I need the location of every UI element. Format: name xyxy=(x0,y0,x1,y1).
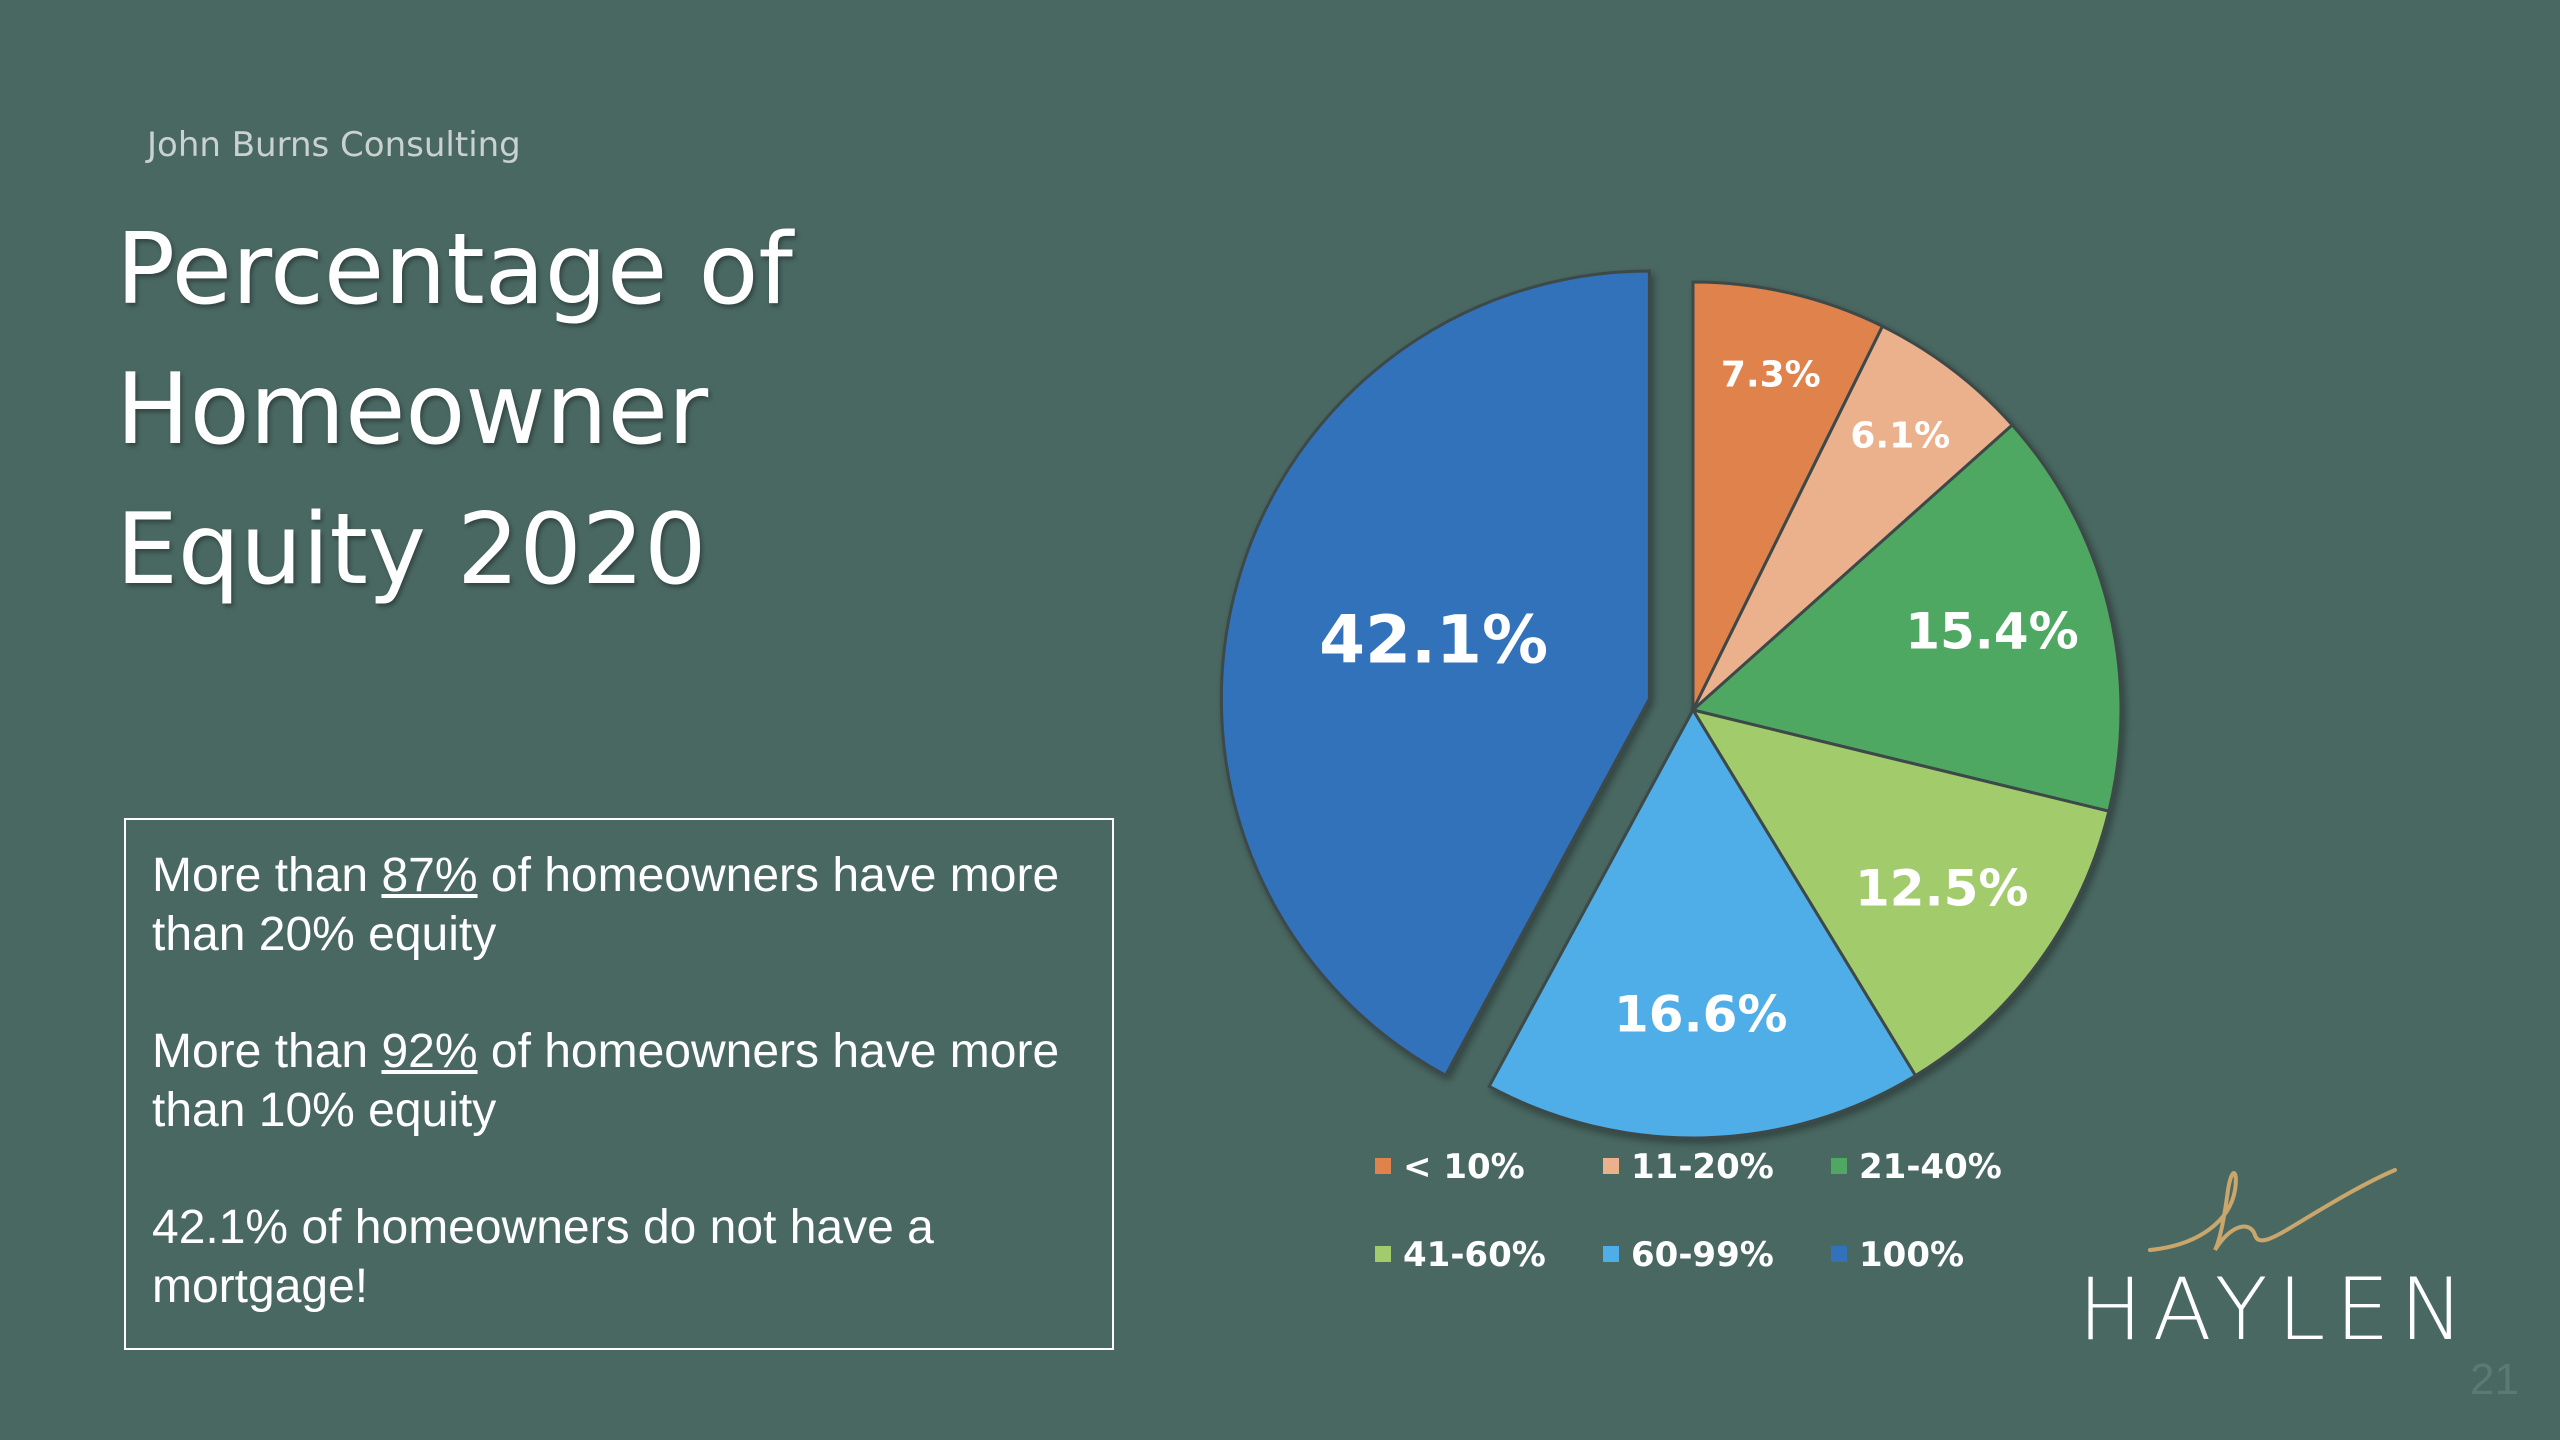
legend-swatch-1 xyxy=(1603,1158,1619,1174)
legend-swatch-4 xyxy=(1603,1246,1619,1262)
note-92: More than 92% of homeowners have more th… xyxy=(152,1022,1086,1140)
note-87-pct: 87% xyxy=(381,849,478,902)
legend-label-4: 60-99% xyxy=(1631,1235,1774,1275)
pie-slice-3 xyxy=(1689,707,2111,1078)
title-line-1: Percentage of xyxy=(116,213,793,327)
note-87: More than 87% of homeowners have more th… xyxy=(152,846,1086,964)
pie-slice-0 xyxy=(1691,280,1885,711)
note-87-post: of homeowners have more than 20% equity xyxy=(152,849,1060,961)
pie-slice-2 xyxy=(1689,422,2123,814)
pie-slice-4 xyxy=(1487,706,1918,1140)
slice-label-4: 16.6% xyxy=(1614,986,1787,1044)
legend-swatch-3 xyxy=(1375,1246,1391,1262)
slice-label-2: 15.4% xyxy=(1905,603,2078,661)
slice-label-3: 12.5% xyxy=(1855,859,2028,917)
source-label: John Burns Consulting xyxy=(147,125,521,165)
legend-label-5: 100% xyxy=(1859,1235,1964,1275)
legend-label-1: 11-20% xyxy=(1631,1147,1774,1187)
haylen-logo-mark xyxy=(2148,1168,2397,1252)
note-92-pre: More than xyxy=(152,1025,382,1078)
title-line-2: Homeowner xyxy=(116,353,709,467)
legend-label-2: 21-40% xyxy=(1859,1147,2002,1187)
page-title: Percentage of Homeowner Equity 2020 xyxy=(116,200,793,620)
notes-box: More than 87% of homeowners have more th… xyxy=(124,818,1114,1350)
pie-slice-1 xyxy=(1691,324,2015,712)
page-number: 21 xyxy=(2470,1355,2519,1404)
legend-swatch-0 xyxy=(1375,1158,1391,1174)
slice-label-1: 6.1% xyxy=(1850,415,1950,456)
note-92-post: of homeowners have more than 10% equity xyxy=(152,1025,1060,1137)
slice-label-0: 7.3% xyxy=(1721,355,1821,396)
pie-slice-5 xyxy=(1219,269,1651,1078)
legend-swatch-2 xyxy=(1831,1158,1847,1174)
legend-label-3: 41-60% xyxy=(1403,1235,1546,1275)
slice-label-5: 42.1% xyxy=(1319,601,1548,678)
legend-swatch-5 xyxy=(1831,1246,1847,1262)
haylen-logo-text: HAYLEN xyxy=(2078,1260,2474,1360)
note-87-pre: More than xyxy=(152,849,382,902)
note-92-pct: 92% xyxy=(381,1025,478,1078)
title-line-3: Equity 2020 xyxy=(116,493,707,607)
note-mortgage: 42.1% of homeowners do not have a mortga… xyxy=(152,1201,934,1313)
legend-label-0: < 10% xyxy=(1403,1147,1525,1187)
